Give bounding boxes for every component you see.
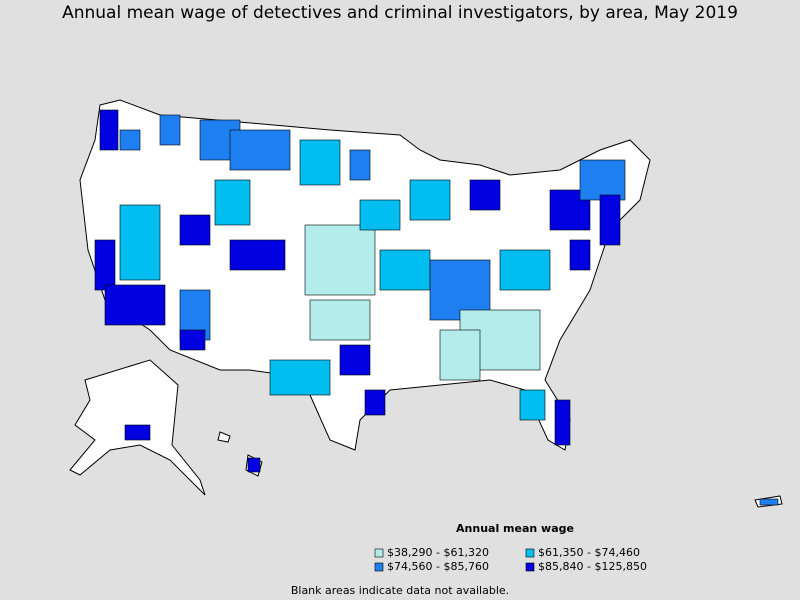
area bbox=[309, 299, 371, 341]
area bbox=[519, 389, 546, 421]
legend-swatch bbox=[374, 548, 384, 558]
area bbox=[554, 399, 571, 446]
area bbox=[229, 239, 286, 271]
footnote: Blank areas indicate data not available. bbox=[291, 584, 509, 597]
legend-label: $61,350 - $74,460 bbox=[538, 546, 640, 559]
legend-label: $38,290 - $61,320 bbox=[387, 546, 489, 559]
area bbox=[94, 239, 116, 291]
legend-swatch bbox=[374, 562, 384, 572]
area bbox=[409, 179, 451, 221]
area bbox=[214, 179, 251, 226]
area bbox=[579, 159, 626, 201]
area bbox=[499, 249, 551, 291]
area bbox=[179, 329, 206, 351]
area bbox=[339, 344, 371, 376]
area bbox=[569, 239, 591, 271]
area bbox=[364, 389, 386, 416]
area bbox=[247, 457, 261, 473]
area bbox=[599, 194, 621, 246]
area bbox=[469, 179, 501, 211]
area bbox=[359, 199, 401, 231]
area bbox=[439, 329, 481, 381]
area bbox=[104, 284, 166, 326]
legend-label: $85,840 - $125,850 bbox=[538, 560, 647, 573]
areas bbox=[94, 109, 779, 506]
area bbox=[119, 204, 161, 281]
area bbox=[759, 498, 779, 506]
area bbox=[99, 109, 119, 151]
area bbox=[119, 129, 141, 151]
legend-title: Annual mean wage bbox=[456, 522, 574, 535]
hawaii-islands bbox=[217, 431, 231, 443]
area bbox=[179, 214, 211, 246]
area bbox=[269, 359, 331, 396]
legend: $38,290 - $61,320 $61,350 - $74,460 $74,56… bbox=[374, 546, 647, 573]
area bbox=[379, 249, 431, 291]
area bbox=[159, 114, 181, 146]
area bbox=[124, 424, 151, 441]
area bbox=[299, 139, 341, 186]
legend-label: $74,560 - $85,760 bbox=[387, 560, 489, 573]
area bbox=[229, 129, 291, 171]
map-title: Annual mean wage of detectives and crimi… bbox=[62, 3, 738, 23]
legend-swatch bbox=[525, 562, 535, 572]
legend-swatch bbox=[525, 548, 535, 558]
area bbox=[304, 224, 376, 296]
area bbox=[349, 149, 371, 181]
